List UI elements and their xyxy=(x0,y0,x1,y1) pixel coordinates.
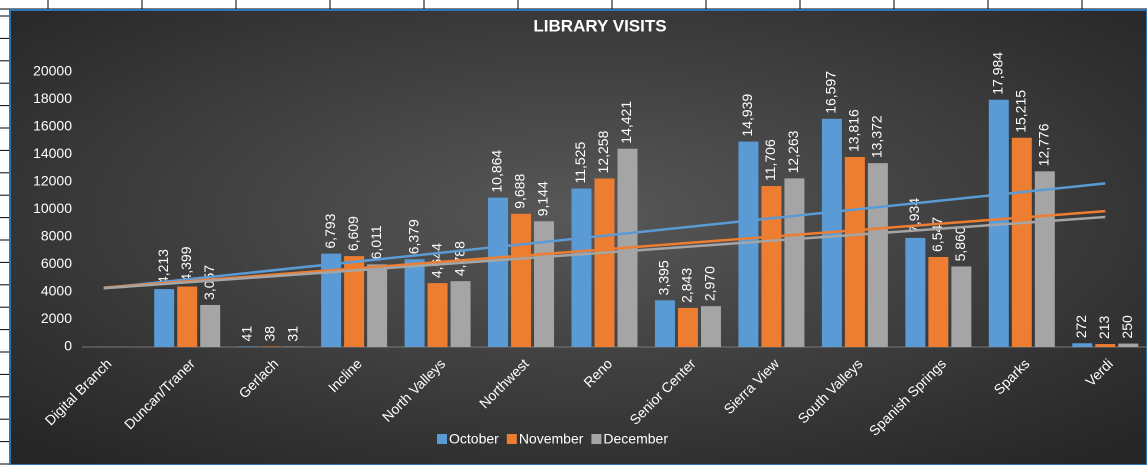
data-label: 5,860 xyxy=(952,226,968,261)
y-tick-label: 16000 xyxy=(33,118,72,134)
data-label: 14,939 xyxy=(739,94,755,137)
data-label: 12,263 xyxy=(785,130,801,173)
data-label: 31 xyxy=(284,326,300,342)
data-label: 4,644 xyxy=(428,243,444,278)
legend-label: October xyxy=(449,431,499,447)
bar xyxy=(260,346,281,347)
data-label: 3,395 xyxy=(656,260,672,295)
bar xyxy=(450,281,471,347)
bar xyxy=(237,346,258,347)
bar xyxy=(427,283,448,347)
data-label: 7,934 xyxy=(906,198,922,233)
data-label: 41 xyxy=(238,326,254,342)
bar xyxy=(761,186,782,347)
data-label: 15,215 xyxy=(1013,90,1029,133)
legend-label: December xyxy=(603,431,668,447)
bar xyxy=(177,286,198,347)
data-label: 38 xyxy=(261,326,277,342)
bar xyxy=(700,306,721,347)
trendline xyxy=(103,215,1106,290)
data-label: 6,609 xyxy=(345,216,361,251)
bar xyxy=(154,289,175,347)
data-label: 272 xyxy=(1073,315,1089,339)
data-label: 6,793 xyxy=(322,213,338,248)
y-tick-label: 12000 xyxy=(33,173,72,189)
bar xyxy=(594,178,615,347)
data-label: 4,399 xyxy=(178,246,194,281)
bar xyxy=(1011,137,1032,347)
bar xyxy=(321,253,342,347)
data-label: 13,372 xyxy=(869,115,885,158)
legend-swatch xyxy=(591,434,602,444)
bar xyxy=(367,264,388,347)
bar xyxy=(1034,171,1055,347)
data-label: 2,970 xyxy=(702,266,718,301)
y-tick-label: 4000 xyxy=(41,283,72,299)
y-tick-label: 0 xyxy=(64,338,72,354)
data-label: 14,421 xyxy=(618,101,634,144)
legend-swatch xyxy=(506,434,517,444)
y-tick-label: 8000 xyxy=(41,228,72,244)
y-tick-label: 20000 xyxy=(33,63,72,79)
legend-swatch xyxy=(437,434,447,444)
bar xyxy=(654,300,675,347)
bar xyxy=(1072,343,1093,347)
bar xyxy=(784,178,805,347)
y-tick-label: 10000 xyxy=(33,200,72,216)
bar xyxy=(928,256,949,347)
data-label: 12,258 xyxy=(595,130,611,173)
bar xyxy=(677,307,698,347)
bar xyxy=(404,259,425,347)
data-label: 16,597 xyxy=(823,71,839,114)
data-label: 10,864 xyxy=(489,150,505,193)
data-label: 6,011 xyxy=(368,225,384,259)
bar xyxy=(571,188,592,347)
y-tick-label: 6000 xyxy=(41,255,72,271)
chart-title: LIBRARY VISITS xyxy=(533,16,666,35)
bar xyxy=(951,266,972,347)
data-label: 17,984 xyxy=(990,52,1006,95)
data-label: 6,547 xyxy=(929,217,945,252)
data-label: 13,816 xyxy=(846,109,862,152)
bar xyxy=(1095,344,1116,347)
data-label: 4,213 xyxy=(155,249,171,284)
y-tick-label: 2000 xyxy=(41,310,72,326)
data-label: 213 xyxy=(1096,315,1112,339)
bar xyxy=(511,213,532,347)
y-tick-label: 18000 xyxy=(33,90,72,106)
bar xyxy=(1118,343,1139,347)
legend-label: November xyxy=(519,431,584,447)
data-label: 2,843 xyxy=(679,268,695,303)
bar xyxy=(844,157,865,347)
data-label: 4,788 xyxy=(451,241,467,276)
bar xyxy=(200,304,221,347)
trendline xyxy=(103,209,1106,289)
data-label: 9,144 xyxy=(535,181,551,216)
data-label: 250 xyxy=(1119,315,1135,339)
data-label: 11,525 xyxy=(572,142,588,184)
trendline xyxy=(103,182,1106,290)
y-tick-label: 14000 xyxy=(33,145,72,161)
bar xyxy=(344,256,365,347)
bar xyxy=(867,163,888,347)
data-label: 6,379 xyxy=(405,219,421,254)
data-label: 12,776 xyxy=(1036,123,1052,166)
data-label: 3,057 xyxy=(201,265,217,300)
bar xyxy=(488,197,509,347)
bar xyxy=(905,237,926,347)
data-label: 11,706 xyxy=(762,139,778,181)
bar xyxy=(738,141,759,347)
data-label: 9,688 xyxy=(512,174,528,209)
